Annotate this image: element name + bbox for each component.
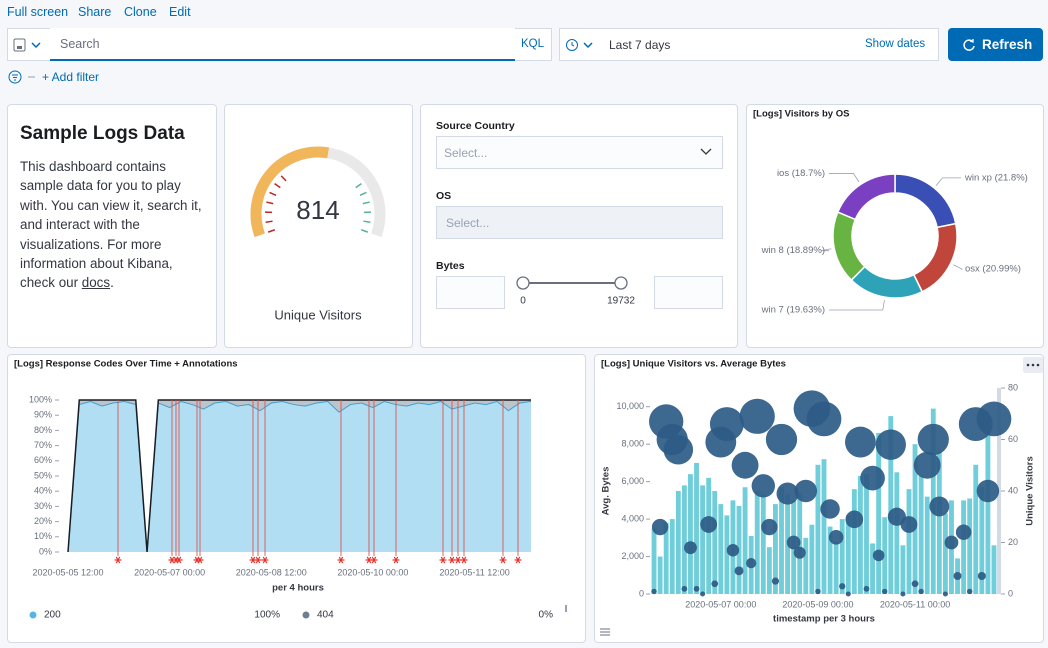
markdown-panel: Sample Logs Data This dashboard contains… [7, 104, 217, 348]
search-placeholder: Search [60, 37, 100, 51]
filter-menu[interactable] [8, 70, 38, 84]
control-label: Source Country [436, 120, 515, 132]
markdown-title: Sample Logs Data [20, 123, 185, 145]
control-label: OS [436, 190, 451, 202]
time-range: Last 7 days [609, 38, 670, 52]
query-language[interactable]: KQL [521, 38, 544, 50]
range-max-input[interactable] [654, 276, 723, 309]
nav-link[interactable]: Share [78, 5, 111, 19]
select-placeholder: Select... [444, 146, 487, 160]
legend-toggle[interactable] [599, 627, 611, 637]
markdown-text: This dashboard contains sample data for … [20, 157, 204, 293]
gauge-panel [224, 104, 413, 348]
search-input[interactable] [50, 28, 515, 61]
add-filter[interactable]: + Add filter [42, 70, 99, 84]
time-quick-menu[interactable] [565, 37, 599, 53]
markdown-end: . [110, 275, 114, 290]
refresh-icon [962, 38, 976, 52]
bar-panel [594, 354, 1044, 643]
panel-options[interactable] [1023, 357, 1043, 373]
pie-panel [746, 104, 1044, 348]
range-min-input[interactable] [436, 276, 505, 309]
nav-link[interactable]: Clone [124, 5, 157, 19]
nav-link[interactable]: Edit [169, 5, 191, 19]
control-label: Bytes [436, 260, 465, 272]
chevron [699, 147, 713, 157]
docs-link[interactable]: docs [82, 275, 110, 290]
show-dates[interactable]: Show dates [865, 38, 925, 50]
nav-link[interactable]: Full screen [7, 5, 68, 19]
refresh-label: Refresh [982, 37, 1032, 52]
markdown-body: This dashboard contains sample data for … [20, 159, 202, 290]
controls-panel: Source Country Select... OS Select... By… [420, 104, 738, 348]
select-placeholder: Select... [446, 216, 489, 230]
area-panel [7, 354, 586, 643]
saved-query-button[interactable] [12, 37, 46, 53]
